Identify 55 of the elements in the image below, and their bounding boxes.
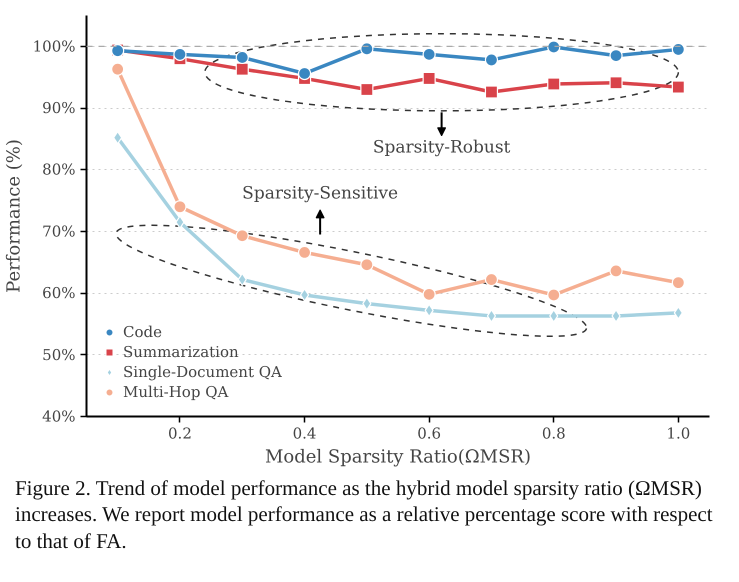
point	[672, 276, 685, 290]
x-tick-label: 0.8	[542, 424, 566, 442]
legend-label: Code	[123, 323, 162, 341]
point	[424, 304, 434, 317]
point	[422, 72, 436, 86]
point	[111, 62, 124, 76]
point	[486, 309, 496, 323]
annotation: Sparsity-Sensitive	[242, 184, 398, 204]
y-tick-label: 90%	[42, 99, 76, 118]
point	[113, 131, 122, 144]
point	[236, 62, 249, 76]
point	[609, 76, 623, 90]
point	[609, 264, 623, 278]
point	[300, 288, 310, 302]
point	[173, 200, 187, 214]
point	[360, 82, 374, 96]
point	[609, 49, 623, 62]
point	[236, 229, 249, 242]
point	[360, 42, 374, 56]
point	[672, 42, 685, 56]
x-tick-label: 0.6	[417, 424, 442, 442]
x-tick-label: 0.2	[168, 424, 192, 442]
point	[611, 309, 621, 323]
point	[362, 297, 372, 310]
point	[298, 66, 312, 80]
point	[484, 85, 498, 99]
x-axis-title: Model Sparsity Ratio(ΩMSR)	[264, 446, 532, 468]
point	[484, 53, 498, 67]
point	[298, 246, 312, 259]
legend-label: Summarization	[123, 343, 239, 361]
x-tick-label: 0.4	[292, 424, 316, 442]
y-tick-label: 50%	[42, 346, 76, 364]
legend-label: Multi-Hop QA	[123, 383, 228, 401]
caption: Figure 2. Trend of model performance as the hybrid model sparsity ratio (ΩMSR) increases. We report model performance as a relative percentage score with respect to that of FA.	[15, 475, 714, 554]
y-tick-label: 70%	[42, 222, 76, 240]
point	[236, 50, 249, 64]
point	[484, 272, 498, 286]
y-tick-label: 80%	[42, 160, 76, 179]
point	[547, 40, 560, 54]
point	[175, 216, 185, 229]
point	[173, 48, 187, 61]
point	[422, 48, 436, 61]
annotation: Sparsity-Robust	[372, 137, 511, 158]
y-tick-label: 100%	[32, 37, 76, 56]
y-axis-title: Performance (%)	[4, 139, 25, 293]
point	[547, 288, 560, 302]
y-tick-label: 40%	[42, 408, 76, 426]
point	[360, 258, 374, 272]
point	[674, 306, 683, 320]
point	[672, 80, 685, 94]
point	[547, 77, 560, 91]
x-tick-label: 1.0	[666, 424, 690, 442]
legend-label: Single-Document QA	[123, 363, 282, 381]
y-tick-label: 60%	[42, 284, 76, 302]
point	[422, 288, 436, 301]
